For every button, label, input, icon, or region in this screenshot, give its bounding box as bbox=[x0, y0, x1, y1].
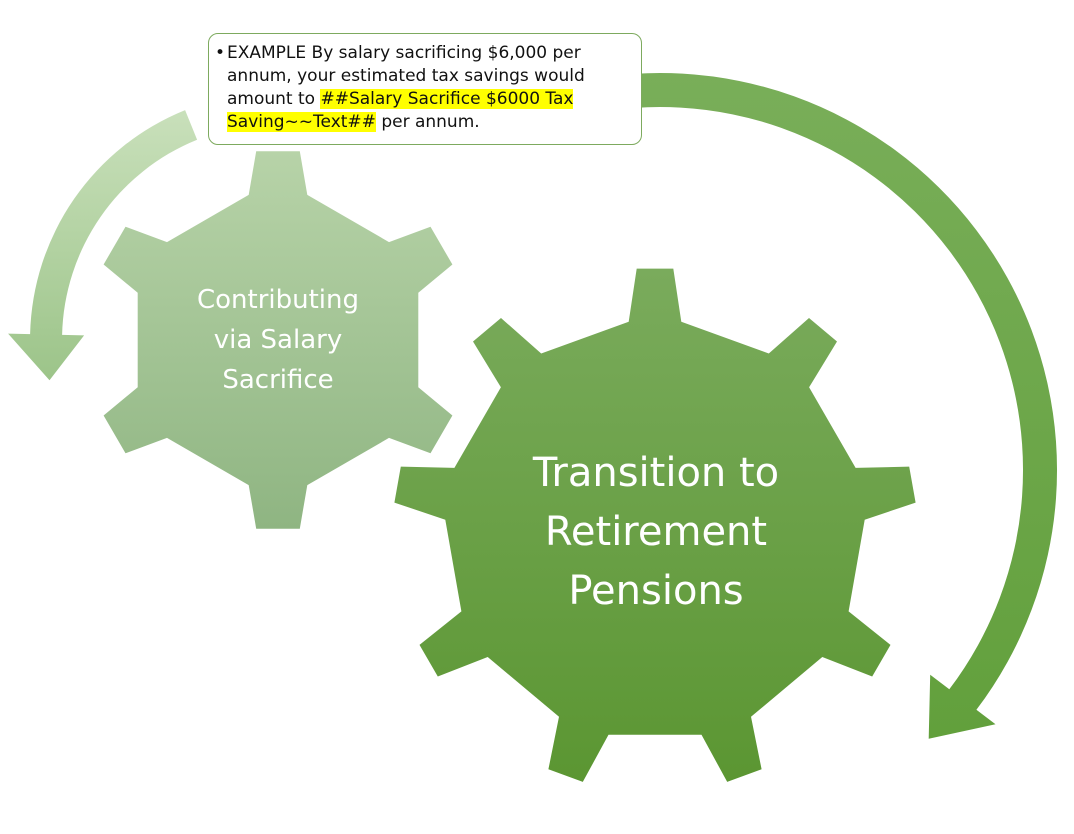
small-gear-label-line: Contributing bbox=[196, 285, 360, 315]
gear-transition-to-retirement bbox=[394, 268, 916, 782]
callout-text-end: per annum. bbox=[375, 112, 480, 132]
example-callout-box: • EXAMPLE By salary sacrificing $6,000 p… bbox=[208, 33, 642, 145]
gear-contributing-salary-sacrifice bbox=[103, 151, 453, 529]
cycle-arrow-left bbox=[8, 110, 198, 381]
cycle-arrow-right bbox=[625, 72, 1058, 739]
large-gear-label: Transition to Retirement Pensions bbox=[486, 444, 826, 621]
small-gear-label: Contributing via Salary Sacrifice bbox=[170, 280, 386, 400]
callout-text: EXAMPLE By salary sacrificing $6,000 per… bbox=[227, 43, 585, 109]
large-gear-label-line: Pensions bbox=[568, 568, 744, 614]
large-gear-label-line: Transition to bbox=[532, 450, 780, 496]
small-gear-label-line: Sacrifice bbox=[222, 365, 334, 395]
bullet-icon: • bbox=[215, 43, 226, 63]
large-gear-label-line: Retirement bbox=[544, 509, 768, 555]
small-gear-label-line: via Salary bbox=[213, 325, 343, 355]
